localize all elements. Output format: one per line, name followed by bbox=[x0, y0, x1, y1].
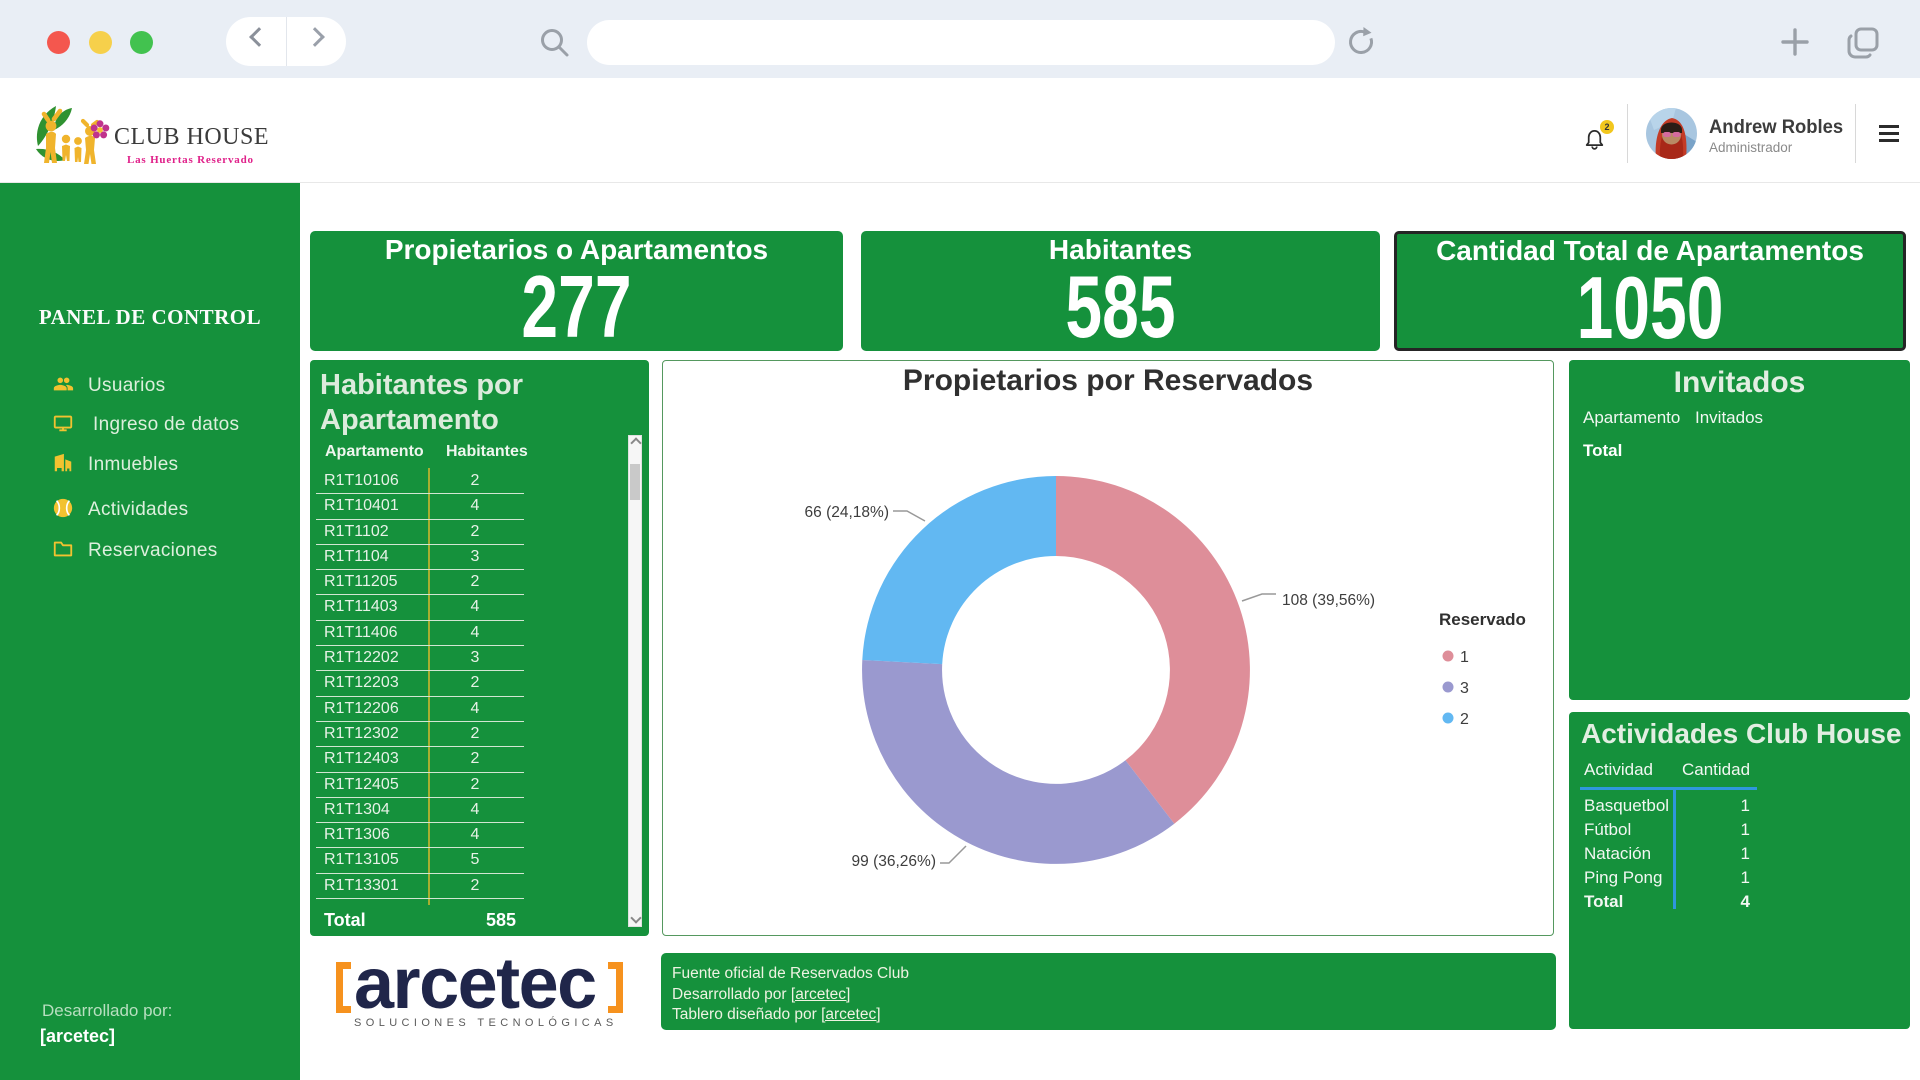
svg-text:108 (39,56%): 108 (39,56%) bbox=[1282, 592, 1375, 609]
svg-text:Reservado: Reservado bbox=[1439, 610, 1526, 629]
svg-text:3: 3 bbox=[1460, 680, 1469, 697]
svg-text:66 (24,18%): 66 (24,18%) bbox=[805, 504, 889, 521]
svg-text:99 (36,26%): 99 (36,26%) bbox=[852, 853, 936, 870]
svg-text:2: 2 bbox=[1460, 711, 1469, 728]
svg-text:1: 1 bbox=[1460, 649, 1469, 666]
